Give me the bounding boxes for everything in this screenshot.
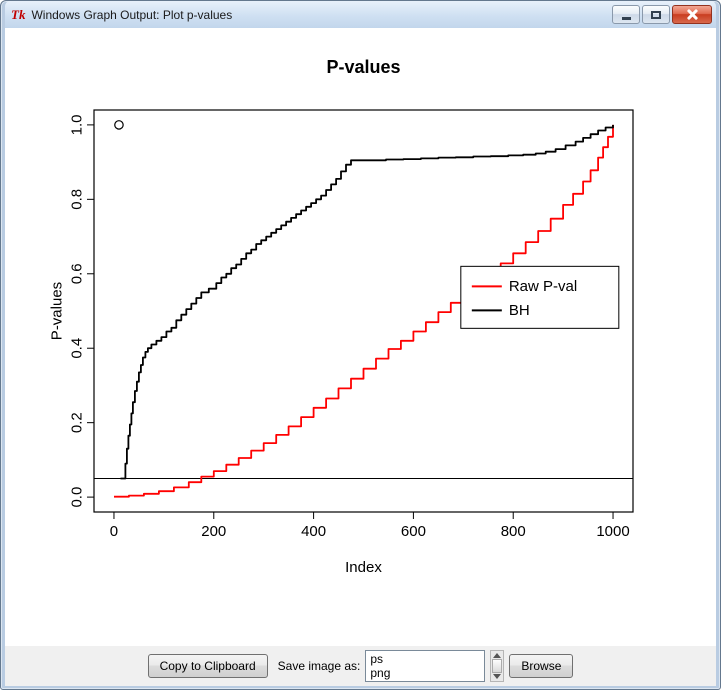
format-option-ps[interactable]: ps	[370, 652, 384, 666]
y-tick-label: 0.2	[69, 412, 86, 433]
copy-to-clipboard-button[interactable]: Copy to Clipboard	[147, 654, 268, 678]
series-raw-p-val	[114, 124, 614, 498]
x-tick-label: 800	[501, 523, 526, 540]
tk-icon: Tk	[11, 6, 26, 22]
series-bh	[120, 124, 614, 480]
plot-box	[93, 109, 634, 513]
scroll-down-icon[interactable]	[493, 674, 502, 679]
x-tick-label: 200	[201, 523, 226, 540]
y-tick-label: 0.6	[69, 263, 86, 284]
y-tick-label: 0.0	[69, 487, 86, 508]
y-tick-label: 1.0	[69, 114, 86, 135]
browse-button[interactable]: Browse	[509, 654, 574, 678]
legend-label-0: Raw P-val	[509, 278, 577, 295]
maximize-icon	[651, 10, 661, 19]
x-axis-label: Index	[345, 559, 382, 576]
caption-buttons	[612, 5, 712, 24]
format-listbox[interactable]: ps png	[365, 650, 486, 682]
chart-title: P-values	[326, 57, 400, 77]
format-scrollbar[interactable]	[490, 650, 505, 682]
y-axis-label: P-values	[49, 282, 66, 340]
x-tick-label: 600	[401, 523, 426, 540]
close-icon	[686, 8, 699, 21]
window-title: Windows Graph Output: Plot p-values	[31, 7, 233, 22]
maximize-button[interactable]	[642, 5, 670, 24]
titlebar[interactable]: Tk Windows Graph Output: Plot p-values	[5, 1, 716, 28]
minimize-icon	[621, 17, 631, 20]
outlier-point	[114, 120, 124, 130]
scroll-up-icon[interactable]	[493, 653, 502, 658]
legend-label-1: BH	[509, 302, 530, 319]
minimize-button[interactable]	[612, 5, 640, 24]
pvalues-plot: P-values 0 200 400 600 800 1000 0.0 0.2 0.4 0.6 0.8…	[49, 57, 634, 576]
client-area: P-values 0 200 400 600 800 1000 0.0 0.2 0.4 0.6 0.8…	[5, 28, 716, 686]
scrollbar-thumb[interactable]	[492, 659, 503, 673]
legend-box	[460, 265, 620, 329]
x-tick-label: 0	[110, 523, 118, 540]
y-tick-label: 0.4	[69, 338, 86, 359]
save-image-as-label: Save image as:	[277, 659, 361, 673]
toolbar: Copy to Clipboard Save image as: ps png …	[5, 646, 716, 686]
format-option-png[interactable]: png	[370, 666, 391, 680]
y-tick-label: 0.8	[69, 189, 86, 210]
x-tick-label: 1000	[596, 523, 629, 540]
x-tick-label: 400	[301, 523, 326, 540]
close-button[interactable]	[672, 5, 712, 24]
